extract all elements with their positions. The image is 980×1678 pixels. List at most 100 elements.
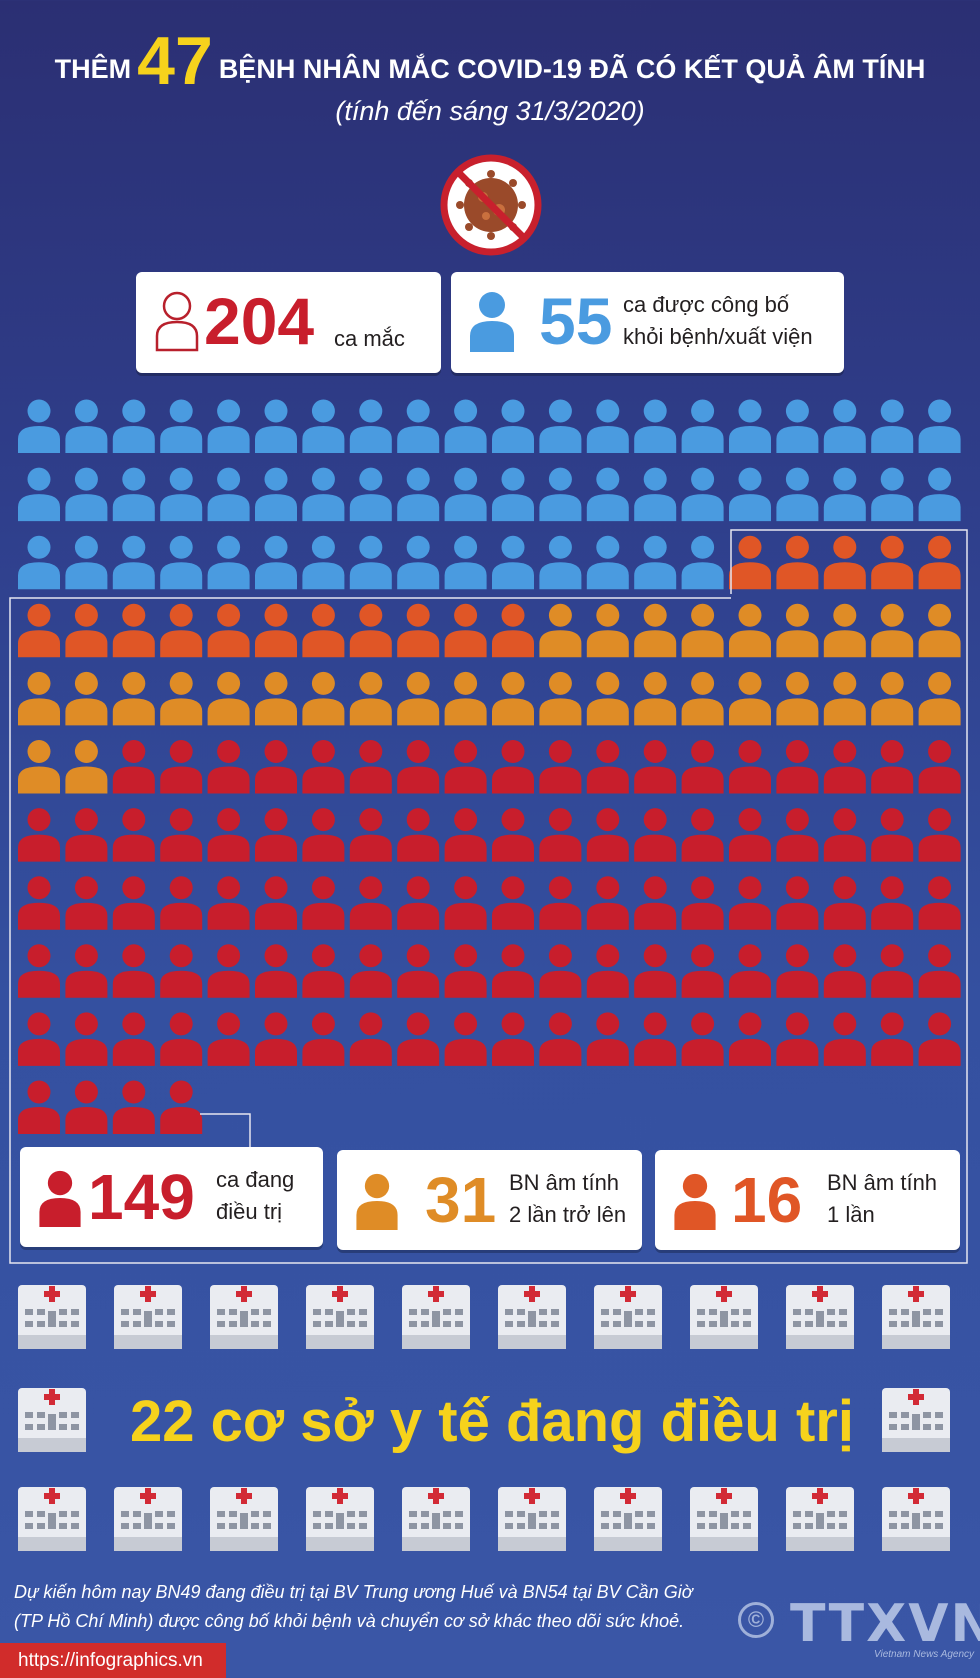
footer-note: Dự kiến hôm nay BN49 đang điều trị tại B…: [14, 1578, 734, 1636]
person-icon-negative-once: [918, 535, 961, 590]
person-icon-negative-once: [207, 603, 250, 658]
negative-once-box: 16 BN âm tính 1 lần: [655, 1150, 960, 1250]
person-icon-recovered: [681, 399, 724, 453]
hospital-icon: [590, 1281, 666, 1353]
person-icon-treating: [776, 944, 819, 998]
person-icon-treating: [160, 944, 203, 998]
person-icon-treating: [492, 808, 534, 862]
person-icon-treating: [823, 1012, 866, 1066]
person-icon-treating: [349, 808, 392, 862]
person-icon-negative-twice: [18, 740, 60, 794]
person-icon-negative-twice: [586, 603, 629, 658]
person-icon-recovered: [729, 399, 771, 453]
person-icon-negative-twice: [681, 671, 724, 726]
person-icon-treating: [112, 808, 155, 862]
person-icon-recovered: [349, 399, 392, 453]
page-subtitle: (tính đến sáng 31/3/2020): [335, 96, 645, 126]
person-icon-treating: [207, 740, 250, 794]
person-icon-negative-twice: [823, 603, 866, 658]
person-icon-negative-twice: [823, 671, 866, 726]
person-icon-treating: [207, 876, 250, 930]
person-icon-negative-twice: [302, 671, 345, 726]
person-icon-treating: [160, 808, 203, 862]
person-icon-negative-once: [776, 535, 819, 590]
source-link[interactable]: https://infographics.vn: [0, 1643, 226, 1678]
person-icon-recovered: [634, 535, 677, 590]
person-icon-recovered: [539, 535, 582, 590]
person-icon-treating: [729, 876, 771, 930]
hospital-icon: [686, 1281, 762, 1353]
person-icon-recovered: [823, 399, 866, 453]
treating-label-2: điều trị: [216, 1199, 283, 1224]
person-icon-treating: [349, 944, 392, 998]
person-icon-recovered: [871, 399, 914, 453]
person-icon-treating: [539, 1012, 582, 1066]
person-icon-negative-twice: [871, 671, 914, 726]
person-icon-recovered: [444, 399, 487, 453]
person-icon-treating: [160, 740, 203, 794]
person-icon-treating: [539, 740, 582, 794]
person-icon-treating: [160, 1080, 203, 1134]
person-icon-treating: [492, 944, 534, 998]
person-icon-treating: [586, 876, 629, 930]
person-icon-treating: [586, 1012, 629, 1066]
person-icon-recovered: [729, 467, 771, 522]
person-icon-recovered: [207, 399, 250, 453]
negative-twice-label-2: 2 lần trở lên: [509, 1202, 627, 1227]
total-cases-label: ca mắc: [334, 326, 405, 351]
title-suffix: BỆNH NHÂN MẮC COVID-19 ĐÃ CÓ KẾT QUẢ ÂM …: [218, 54, 926, 84]
recovered-label-2: khỏi bệnh/xuất viện: [623, 324, 813, 349]
person-icon-recovered: [823, 467, 866, 522]
person-icon-treating: [255, 876, 297, 930]
person-icon-treating: [871, 944, 914, 998]
negative-twice-label-1: BN âm tính: [509, 1170, 620, 1195]
ttxvn-logo: TTXVN: [790, 1594, 980, 1654]
person-icon-treating: [255, 944, 297, 998]
person-icon-negative-twice: [349, 671, 392, 726]
person-icon-treating: [823, 808, 866, 862]
negative-once-label-2: 1 lần: [827, 1202, 875, 1227]
person-icon-recovered: [207, 467, 250, 522]
person-icon-recovered: [492, 399, 534, 453]
person-icon-recovered: [207, 535, 250, 590]
title-prefix: THÊM: [54, 54, 132, 84]
person-icon-treating: [112, 876, 155, 930]
person-icon-treating: [539, 876, 582, 930]
person-icon-treating: [586, 740, 629, 794]
person-icon-treating: [823, 740, 866, 794]
person-icon-treating: [397, 944, 440, 998]
person-icon-negative-twice: [918, 671, 961, 726]
person-icon-treating: [776, 740, 819, 794]
person-icon-treating: [444, 944, 487, 998]
hospital-icon: [878, 1384, 954, 1456]
person-icon-negative-twice: [776, 671, 819, 726]
person-icon-negative-once: [823, 535, 866, 590]
person-icon-treating: [634, 740, 677, 794]
person-icon-treating: [823, 944, 866, 998]
person-icon-recovered: [918, 467, 961, 522]
person-icon: [470, 292, 514, 352]
no-virus-icon: [436, 150, 546, 260]
person-icon-treating: [871, 808, 914, 862]
person-icon-recovered: [18, 467, 60, 522]
person-outline-icon: [155, 291, 199, 352]
hospital-icon: [878, 1483, 954, 1555]
person-icon-recovered: [681, 467, 724, 522]
person-icon-recovered: [634, 467, 677, 522]
person-icon-treating: [255, 808, 297, 862]
person-icon-negative-twice: [776, 603, 819, 658]
hospital-icon: [590, 1483, 666, 1555]
hospital-icon: [206, 1483, 282, 1555]
person-icon-negative-twice: [681, 603, 724, 658]
person-icon-treating: [586, 808, 629, 862]
negative-twice-box: 31 BN âm tính 2 lần trở lên: [337, 1150, 642, 1250]
person-icon-negative-twice: [634, 603, 677, 658]
hospital-icon: [398, 1281, 474, 1353]
person-icon-treating: [349, 1012, 392, 1066]
person-icon-negative-once: [492, 603, 534, 658]
person-icon-recovered: [444, 467, 487, 522]
person-icon-negative-once: [255, 603, 297, 658]
hospital-icon: [110, 1281, 186, 1353]
person-icon-treating: [492, 1012, 534, 1066]
